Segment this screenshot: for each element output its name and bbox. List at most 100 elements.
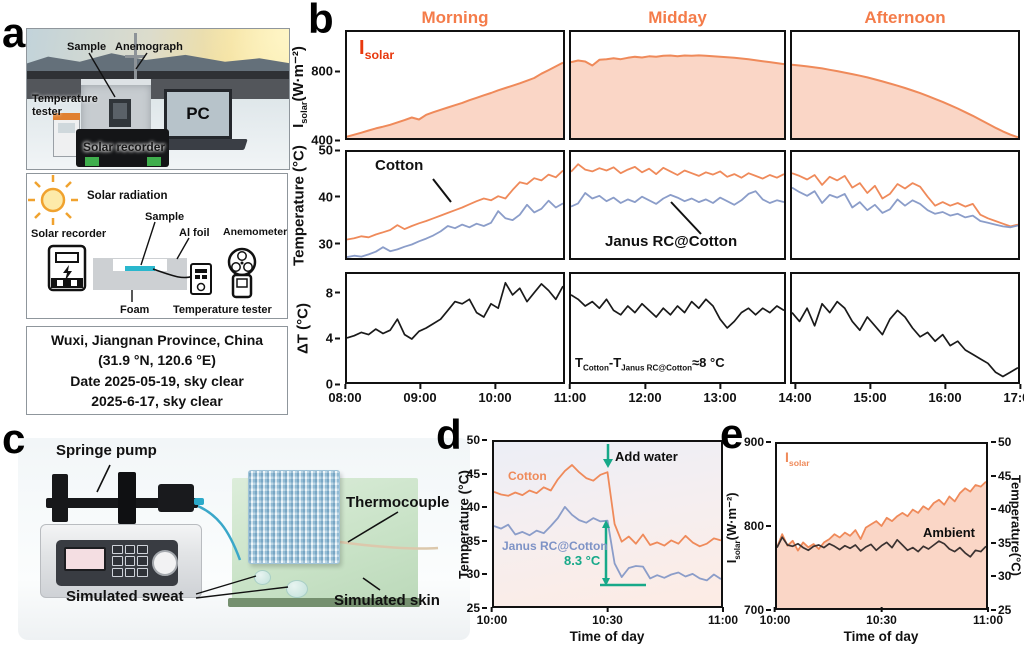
temperature-tester-icon <box>190 263 212 295</box>
isolar-midday-curve <box>571 54 784 138</box>
b-isolar-axis-units: (W·m⁻²) <box>290 46 307 102</box>
ambient-label: Ambient <box>923 525 975 540</box>
anemometer-icon <box>227 247 257 299</box>
panel-a-label: a <box>2 9 26 56</box>
photo-temperature-tester-label: Temperature tester <box>32 93 98 118</box>
location-line-1: Wuxi, Jiangnan Province, China <box>50 331 264 348</box>
foam-diagram <box>93 258 187 290</box>
recorder-pad-right <box>147 157 161 166</box>
plot-temperature-morning: Cotton <box>345 150 565 260</box>
formula-approx: ≈8 °C <box>692 355 725 370</box>
guard-wall <box>27 71 289 79</box>
add-water-label: Add water <box>615 449 678 464</box>
cotton-pointer-line <box>432 178 452 203</box>
pc-laptop: PC <box>164 89 232 139</box>
schematic-anemometer-label: Anemometer <box>223 226 288 238</box>
tester-screen <box>58 123 75 133</box>
location-box: Wuxi, Jiangnan Province, China (31.9 °N,… <box>26 326 288 415</box>
isolar-red-sub: solar <box>364 48 395 62</box>
cotton-annotation: Cotton <box>375 157 424 174</box>
plot-temperature-midday: Janus RC@Cotton <box>569 150 786 260</box>
column-header-afternoon: Afternoon <box>864 8 946 27</box>
schematic-al-foil-label: Al foil <box>179 227 210 239</box>
schematic-solar-radiation-label: Solar radiation <box>87 190 168 202</box>
setup-schematic: Solar radiation Solar recorder Sample Al… <box>26 173 288 319</box>
location-line-2: (31.9 °N, 120.6 °E) <box>98 352 216 369</box>
sun-icon <box>28 175 78 225</box>
recorder-pad-left <box>85 157 99 166</box>
e-left-axis-main: I <box>724 559 740 564</box>
c-pointer-lines <box>96 464 399 599</box>
formula-t2-sub: Janus RC@Cotton <box>621 363 693 373</box>
photo-pointer-lines <box>88 52 148 98</box>
d-x-axis-label: Time of day <box>569 629 645 644</box>
e-left-axis-units: (W·m⁻²) <box>724 492 740 541</box>
e-isolar-main: I <box>785 449 789 465</box>
formula-t1: T <box>575 355 583 370</box>
pump-bracket-mid <box>118 472 136 524</box>
add-water-arrows <box>600 444 646 587</box>
e-right-yticks: 50 45 40 35 30 25 <box>998 435 1012 617</box>
plot-temperature-afternoon <box>790 150 1020 260</box>
formula-t1-sub: Cotton <box>582 363 609 373</box>
d-janus-label: Janus RC@Cotton <box>502 539 608 553</box>
sweat-droplet-2 <box>286 580 308 598</box>
schematic-solar-recorder-label: Solar recorder <box>31 228 107 240</box>
thermocouple-label: Thermocouple <box>346 494 450 511</box>
schematic-foam-label: Foam <box>120 304 150 316</box>
schematic-temperature-tester-label: Temperature tester <box>173 304 272 316</box>
b-temperature-axis-label: Temperature (°C) <box>290 145 308 266</box>
b-isolar-yticks: 800 400 <box>311 63 333 148</box>
springe-pump-label: Springe pump <box>56 442 157 459</box>
tester-top-strip <box>53 113 80 120</box>
location-line-4: 2025-6-17, sky clear <box>91 392 223 409</box>
e-left-axis-sub: solar <box>732 540 742 560</box>
formula-t2: -T <box>608 355 622 370</box>
temperature-midday-curves <box>571 163 784 208</box>
e-isolar-sub: solar <box>788 457 810 468</box>
plot-dt-morning <box>345 272 565 384</box>
anemograph-arm <box>125 55 145 58</box>
janus-annotation: Janus RC@Cotton <box>605 233 738 250</box>
isolar-morning-curve <box>347 61 563 138</box>
plot-isolar-morning: Isolar <box>345 30 565 140</box>
photo-solar-recorder-label: Solar recorder <box>83 140 166 154</box>
sample-fabric <box>113 103 127 119</box>
pump-carriage <box>158 484 194 512</box>
panel-d-label: d <box>436 411 462 458</box>
d-cotton-label: Cotton <box>508 469 547 483</box>
panel-e-label: e <box>720 410 744 457</box>
isolar-ambient-curves <box>777 481 986 608</box>
d-yticks: 50 45 40 35 30 25 <box>466 433 480 615</box>
photo-sample-label: Sample <box>67 41 107 53</box>
plot-isolar-afternoon <box>790 30 1020 140</box>
photo-anemograph-label: Anemograph <box>115 41 183 53</box>
sweat-droplet-1 <box>254 570 271 585</box>
plot-dt-afternoon <box>790 272 1020 384</box>
pump-knob <box>152 550 178 576</box>
pump-bracket-left <box>52 474 68 522</box>
panel-b-label: b <box>308 0 334 42</box>
solar-recorder-icon <box>47 244 87 292</box>
delta-8-3-label: 8.3 °C <box>564 553 601 568</box>
temperature-afternoon-curves <box>792 172 1018 229</box>
simulated-skin-label: Simulated skin <box>334 592 440 609</box>
e-isolar-label: Isolar <box>785 449 810 468</box>
e-time-axis: 10:00 10:30 11:00 <box>759 613 1004 627</box>
schematic-sample-label: Sample <box>145 211 185 223</box>
janus-pointer-line <box>670 201 702 235</box>
dt-morning-curve <box>347 281 563 340</box>
pump-display <box>64 547 106 571</box>
skin-base-strip <box>228 598 420 607</box>
fabric-swatch <box>248 470 340 564</box>
d-time-axis: 10:00 10:30 11:00 <box>476 613 739 627</box>
dt-midday-curve <box>571 294 784 329</box>
b-temperature-yticks: 50 40 30 <box>318 142 333 252</box>
b-time-axis: 08:00 09:00 10:00 11:00 12:00 13:00 14:00 15:00… <box>328 388 1024 404</box>
plot-add-water: Cotton Janus RC@Cotton Add water 8.3 °C <box>492 440 723 608</box>
e-left-yticks: 900 800 700 <box>743 435 764 617</box>
isolar-red-main: I <box>359 37 365 59</box>
panel-c-label: c <box>2 415 26 462</box>
column-header-morning: Morning <box>421 8 489 27</box>
